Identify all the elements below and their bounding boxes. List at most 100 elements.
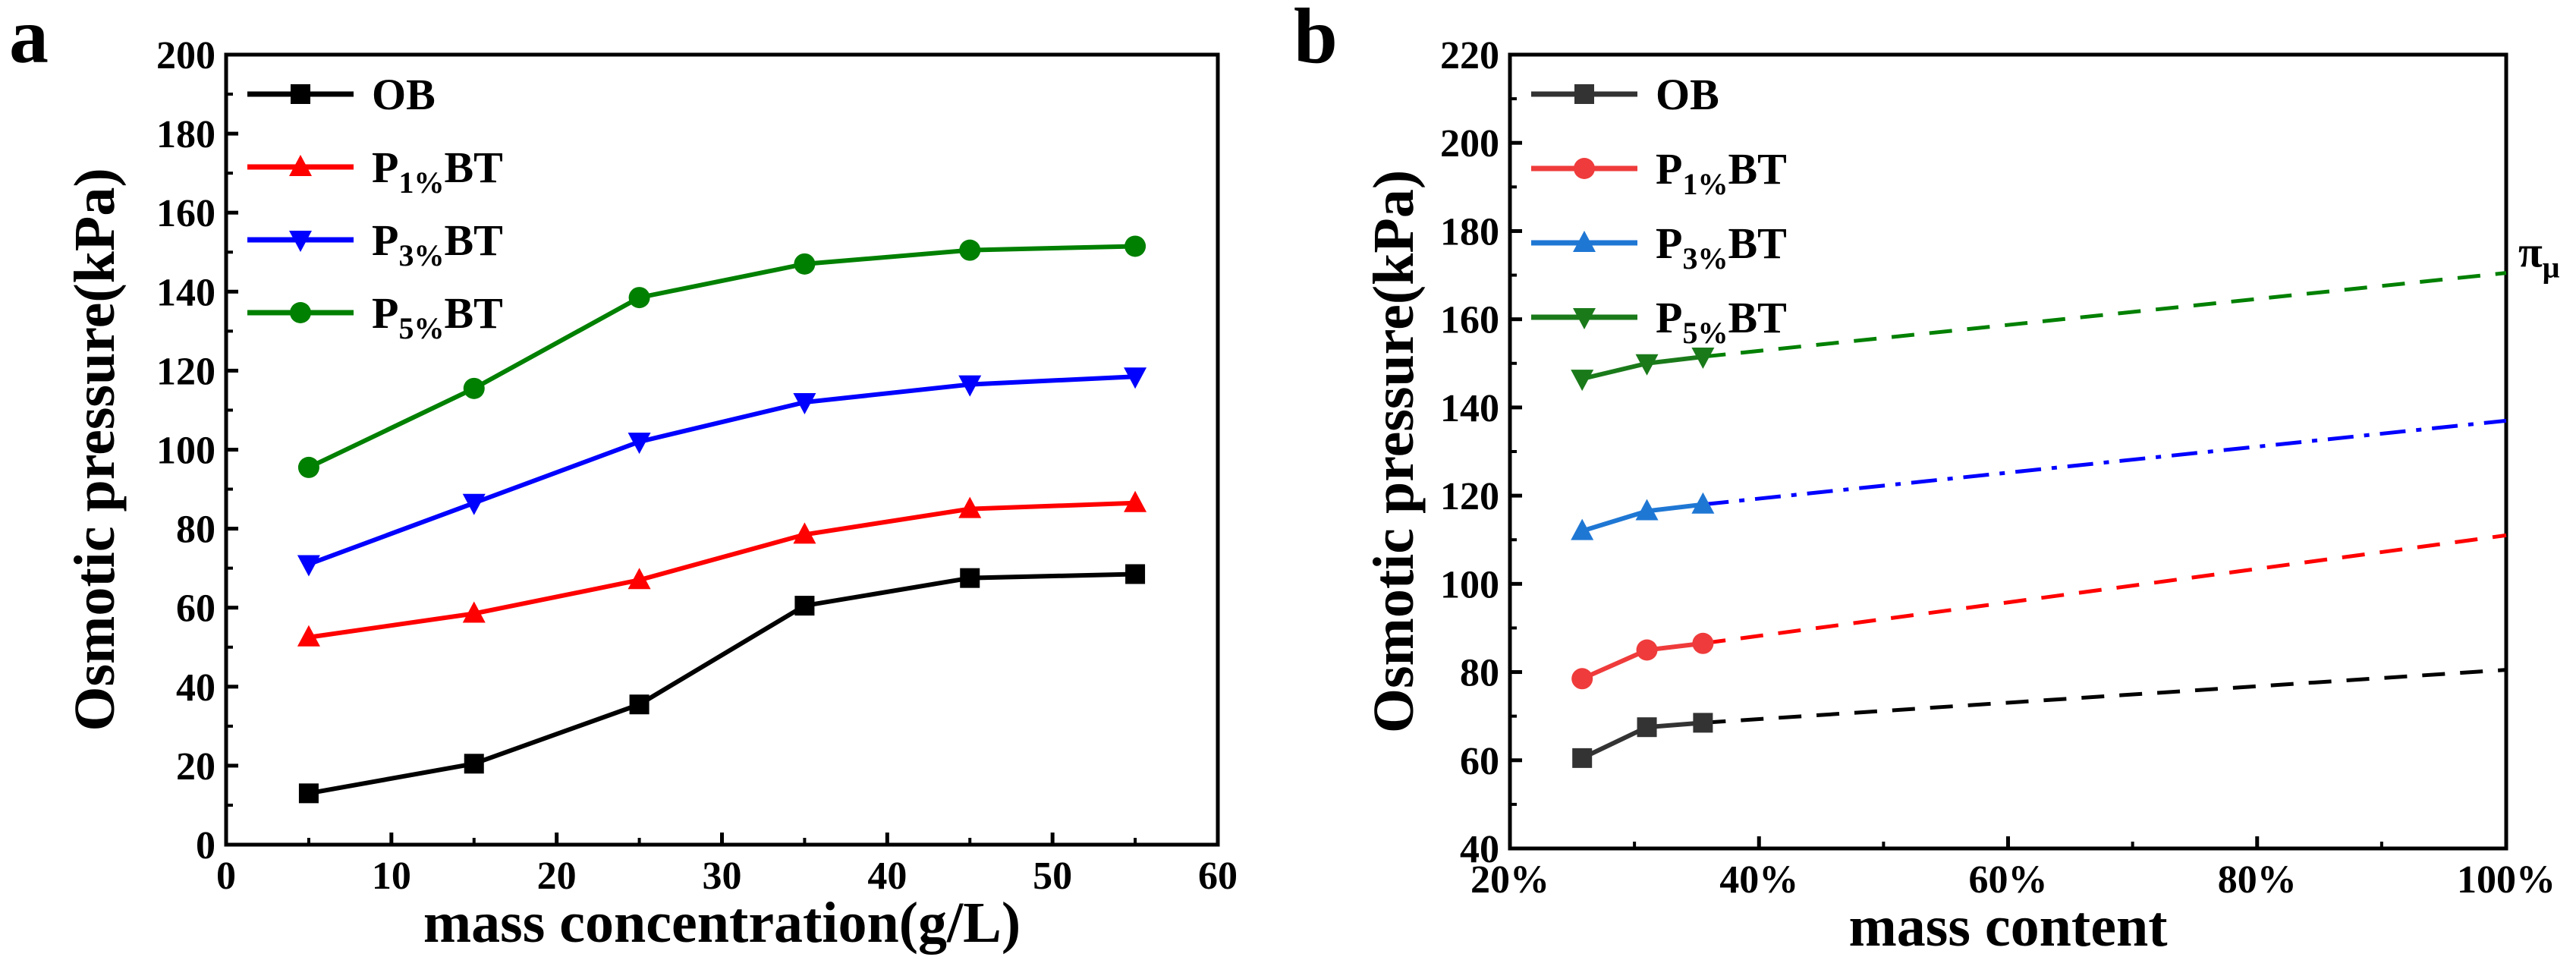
data-point <box>1571 518 1594 540</box>
data-point <box>1124 490 1147 512</box>
data-point <box>1125 564 1146 584</box>
y-tick-label: 40 <box>1460 828 1499 871</box>
y-tick-label: 60 <box>176 587 215 631</box>
series-line <box>307 244 1136 470</box>
data-point <box>1571 668 1593 690</box>
data-point <box>1691 348 1715 370</box>
legend-marker <box>1574 158 1595 179</box>
y-tick-label: 140 <box>1440 387 1499 430</box>
data-point <box>297 625 320 647</box>
legend-label: P3%BT <box>1656 219 1787 275</box>
series-line <box>308 571 1136 796</box>
y-axis-title: Osmotic pressure(kPa) <box>1362 170 1426 733</box>
y-tick-label: 0 <box>196 824 215 867</box>
legend-label: P1%BT <box>372 143 503 200</box>
x-tick-label: 20 <box>537 855 577 898</box>
y-tick-label: 60 <box>1460 740 1499 783</box>
data-point <box>960 568 980 588</box>
extrapolation-line <box>1703 418 2507 507</box>
y-tick-label: 80 <box>176 508 215 552</box>
legend-marker <box>289 155 312 176</box>
legend-marker <box>1574 84 1594 104</box>
data-point <box>462 601 486 623</box>
data-point <box>959 239 981 261</box>
data-point <box>1124 235 1146 257</box>
legend-label: P5%BT <box>372 288 503 345</box>
x-tick-label: 60% <box>1969 858 2048 902</box>
legend-label: OB <box>1656 70 1719 119</box>
data-point <box>793 393 816 415</box>
x-tick-label: 30 <box>703 855 742 898</box>
series-line <box>307 374 1136 567</box>
y-tick-label: 200 <box>1440 122 1499 165</box>
data-point <box>627 568 651 590</box>
data-point <box>1637 717 1657 738</box>
data-point <box>1636 639 1658 661</box>
data-point <box>958 496 982 518</box>
legend-marker <box>1573 231 1596 252</box>
data-point <box>629 694 650 715</box>
extrapolation-line <box>1703 533 2507 646</box>
series-line <box>308 500 1136 640</box>
data-point <box>627 433 651 455</box>
data-point <box>1572 748 1593 768</box>
legend-marker <box>290 302 311 323</box>
legend-label: P3%BT <box>372 216 503 272</box>
y-tick-label: 180 <box>1440 210 1499 253</box>
data-point <box>298 783 319 804</box>
legend-marker <box>291 84 310 104</box>
y-tick-label: 220 <box>1440 34 1499 77</box>
data-point <box>793 522 816 544</box>
y-tick-label: 100 <box>156 430 215 473</box>
x-tick-label: 40% <box>1719 858 1798 902</box>
panel-letter-b: b <box>1294 0 1338 80</box>
y-tick-label: 20 <box>176 745 215 789</box>
y-tick-label: 100 <box>1440 563 1499 606</box>
extrapolation-line <box>1703 271 2507 359</box>
data-point <box>1635 499 1659 521</box>
extrapolation-line <box>1703 668 2507 725</box>
legend-marker <box>1573 308 1596 329</box>
data-point <box>794 596 815 616</box>
y-tick-label: 120 <box>1440 475 1499 518</box>
data-point <box>297 456 319 478</box>
data-point <box>464 754 484 774</box>
x-tick-label: 40 <box>867 855 907 898</box>
data-point <box>958 375 982 397</box>
panel-a: 0 10 20 30 40 50 60 0 20 40 60 80 100 120 140 160 180 200… <box>63 34 1238 955</box>
panel-b: 20% 40% 60% 80% 100% 40 60 80 100 120 140 160 180 200… <box>1362 34 2560 959</box>
y-tick-label: 140 <box>156 271 215 314</box>
data-point <box>1635 354 1659 376</box>
data-point <box>1691 492 1715 514</box>
legend-marker <box>289 231 312 252</box>
data-point <box>463 377 485 399</box>
y-tick-label: 180 <box>156 113 215 156</box>
x-axis-title: mass content <box>1848 895 2167 959</box>
y-tick-label: 160 <box>156 192 215 235</box>
x-tick-label: 60 <box>1198 855 1238 898</box>
y-tick-label: 200 <box>156 34 215 77</box>
legend-label: P1%BT <box>1656 144 1787 201</box>
y-tick-label: 120 <box>156 350 215 393</box>
panel-letter-a: a <box>9 0 49 80</box>
y-axis-title: Osmotic pressure(kPa) <box>63 168 127 731</box>
y-tick-label: 40 <box>176 666 215 710</box>
x-axis-title: mass concentration(g/L) <box>423 891 1021 955</box>
data-point <box>1692 632 1714 654</box>
x-tick-label: 80% <box>2218 858 2297 902</box>
x-tick-label: 0 <box>216 855 236 898</box>
data-point <box>297 555 320 577</box>
y-tick-label: 80 <box>1460 652 1499 695</box>
data-point <box>1124 367 1147 389</box>
x-tick-label: 20% <box>1470 858 1549 902</box>
pi-mu-annotation: πμ <box>2518 228 2560 285</box>
data-point <box>794 253 816 275</box>
data-point <box>1571 370 1594 392</box>
x-tick-label: 50 <box>1033 855 1072 898</box>
data-point <box>1693 713 1713 733</box>
legend-label: P5%BT <box>1656 293 1787 350</box>
legend-label: OB <box>372 70 436 119</box>
x-tick-label: 100% <box>2457 858 2556 902</box>
